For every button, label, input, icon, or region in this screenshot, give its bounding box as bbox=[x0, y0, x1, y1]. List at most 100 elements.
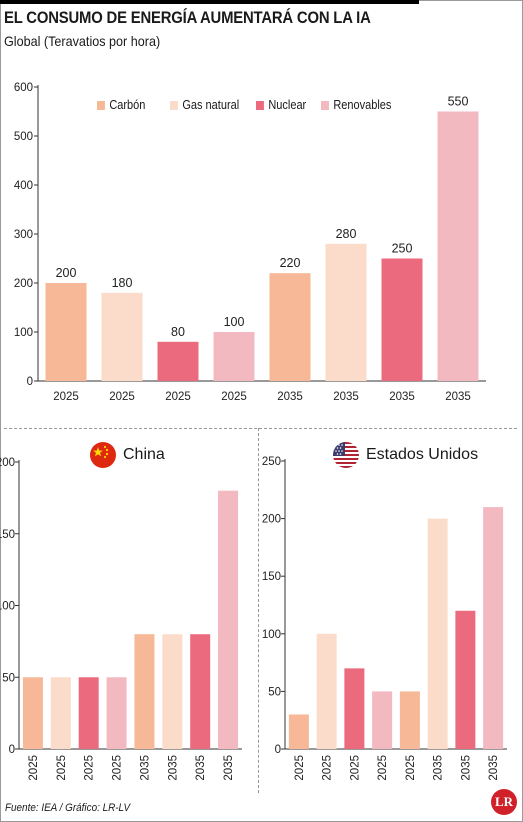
china-y-tick-label: 200 bbox=[0, 457, 15, 469]
us-bar bbox=[344, 668, 365, 749]
top-rule bbox=[0, 0, 419, 4]
global-data-label: 200 bbox=[56, 266, 77, 280]
us-bar bbox=[483, 507, 504, 749]
us-y-tick-label: 150 bbox=[262, 571, 281, 583]
global-x-tick-label: 2025 bbox=[53, 391, 79, 403]
global-bar-chart: 0 100 200 300 400 500 600 2025 200 2025 180 2025 80 2… bbox=[14, 82, 486, 403]
global-bar bbox=[101, 292, 143, 381]
global-x-tick-label: 2035 bbox=[277, 391, 303, 403]
china-panel-label: China bbox=[123, 446, 165, 463]
us-x-tick-label: 2025 bbox=[349, 755, 361, 781]
us-panel-label: Estados Unidos bbox=[366, 446, 479, 463]
global-data-label: 180 bbox=[112, 276, 133, 290]
us-y-tick-label: 250 bbox=[262, 456, 281, 468]
global-x-tick-label: 2025 bbox=[109, 391, 135, 403]
china-x-tick-label: 2025 bbox=[28, 755, 40, 781]
global-bar bbox=[269, 273, 311, 381]
lr-logo: LR bbox=[491, 789, 517, 815]
legend-swatch-nuclear bbox=[256, 100, 264, 110]
global-data-label: 250 bbox=[392, 242, 413, 256]
china-bar bbox=[162, 634, 183, 749]
section-divider-vertical bbox=[258, 428, 259, 793]
global-data-label: 80 bbox=[171, 325, 185, 339]
us-bar bbox=[316, 633, 337, 749]
legend-label-renovables: Renovables bbox=[333, 98, 392, 112]
global-x-tick-label: 2035 bbox=[445, 391, 471, 403]
global-x-tick-label: 2025 bbox=[165, 391, 191, 403]
us-panel-title: Estados Unidos bbox=[333, 442, 478, 468]
china-bar bbox=[190, 634, 211, 749]
chart-subtitle: Global (Teravatios por hora) bbox=[4, 33, 161, 49]
global-x-tick-label: 2035 bbox=[333, 391, 359, 403]
legend-item-gas: Gas natural bbox=[170, 98, 239, 112]
china-x-tick-label: 2025 bbox=[56, 755, 68, 781]
china-x-tick-label: 2035 bbox=[139, 755, 151, 781]
global-data-label: 280 bbox=[336, 227, 357, 241]
global-bar bbox=[213, 332, 255, 381]
global-bar bbox=[157, 341, 199, 381]
china-x-tick-label: 2035 bbox=[167, 755, 179, 781]
china-x-tick-label: 2035 bbox=[223, 755, 235, 781]
china-flag-icon bbox=[90, 442, 116, 468]
china-y-tick-label: 100 bbox=[0, 601, 15, 613]
legend-swatch-gas bbox=[170, 100, 178, 110]
chart-title: EL CONSUMO DE ENERGÍA AUMENTARÁ CON LA I… bbox=[4, 9, 371, 27]
china-x-tick-label: 2025 bbox=[84, 755, 96, 781]
global-data-label: 220 bbox=[280, 256, 301, 270]
global-bar bbox=[325, 243, 367, 381]
us-bar bbox=[288, 714, 309, 749]
china-bar bbox=[50, 677, 71, 749]
global-x-tick-label: 2025 bbox=[221, 391, 247, 403]
us-y-tick-label: 50 bbox=[268, 686, 281, 698]
china-x-tick-label: 2025 bbox=[112, 755, 124, 781]
us-x-tick-label: 2035 bbox=[460, 755, 472, 781]
source-note: Fuente: IEA / Gráfico: LR-LV bbox=[5, 802, 131, 814]
legend-item-renovables: Renovables bbox=[321, 98, 391, 112]
us-x-tick-label: 2025 bbox=[294, 755, 306, 781]
legend-label-nuclear: Nuclear bbox=[268, 98, 307, 112]
china-bar bbox=[106, 677, 127, 749]
global-data-label: 100 bbox=[224, 315, 245, 329]
china-bar bbox=[22, 677, 43, 749]
us-x-tick-label: 2025 bbox=[377, 755, 389, 781]
us-x-tick-label: 2025 bbox=[405, 755, 417, 781]
global-bar bbox=[381, 258, 423, 381]
global-x-tick-label: 2035 bbox=[389, 391, 415, 403]
us-y-tick-label: 0 bbox=[275, 744, 281, 756]
us-x-tick-label: 2035 bbox=[488, 755, 500, 781]
us-bar bbox=[455, 610, 476, 749]
us-bar bbox=[427, 518, 448, 749]
us-x-tick-label: 2025 bbox=[322, 755, 334, 781]
section-divider-horizontal bbox=[4, 428, 517, 429]
china-bar bbox=[78, 677, 99, 749]
global-y-tick-label: 600 bbox=[14, 82, 33, 94]
us-y-tick-label: 100 bbox=[262, 629, 281, 641]
legend-label-gas: Gas natural bbox=[182, 98, 240, 112]
legend-item-nuclear: Nuclear bbox=[256, 98, 306, 112]
global-y-tick-label: 500 bbox=[14, 131, 33, 143]
global-bar bbox=[45, 283, 87, 381]
china-y-tick-label: 150 bbox=[0, 529, 15, 541]
us-bar bbox=[399, 691, 420, 749]
usa-flag-icon bbox=[333, 442, 359, 468]
legend-label-carbon: Carbón bbox=[109, 98, 146, 112]
global-y-tick-label: 400 bbox=[14, 180, 33, 192]
legend-item-carbon: Carbón bbox=[97, 98, 145, 112]
us-y-tick-label: 200 bbox=[262, 514, 281, 526]
legend-swatch-carbon bbox=[97, 100, 105, 110]
china-bar bbox=[218, 490, 239, 749]
china-y-tick-label: 50 bbox=[2, 672, 15, 684]
china-panel-title: China bbox=[90, 442, 165, 468]
global-y-tick-label: 200 bbox=[14, 278, 33, 290]
global-y-tick-label: 0 bbox=[27, 376, 33, 388]
us-bar bbox=[372, 691, 393, 749]
china-x-tick-label: 2035 bbox=[195, 755, 207, 781]
global-data-label: 550 bbox=[448, 95, 469, 109]
us-x-tick-label: 2035 bbox=[433, 755, 445, 781]
china-y-tick-label: 0 bbox=[9, 744, 15, 756]
global-bar bbox=[437, 111, 479, 381]
global-y-tick-label: 300 bbox=[14, 229, 33, 241]
china-bar bbox=[134, 634, 155, 749]
